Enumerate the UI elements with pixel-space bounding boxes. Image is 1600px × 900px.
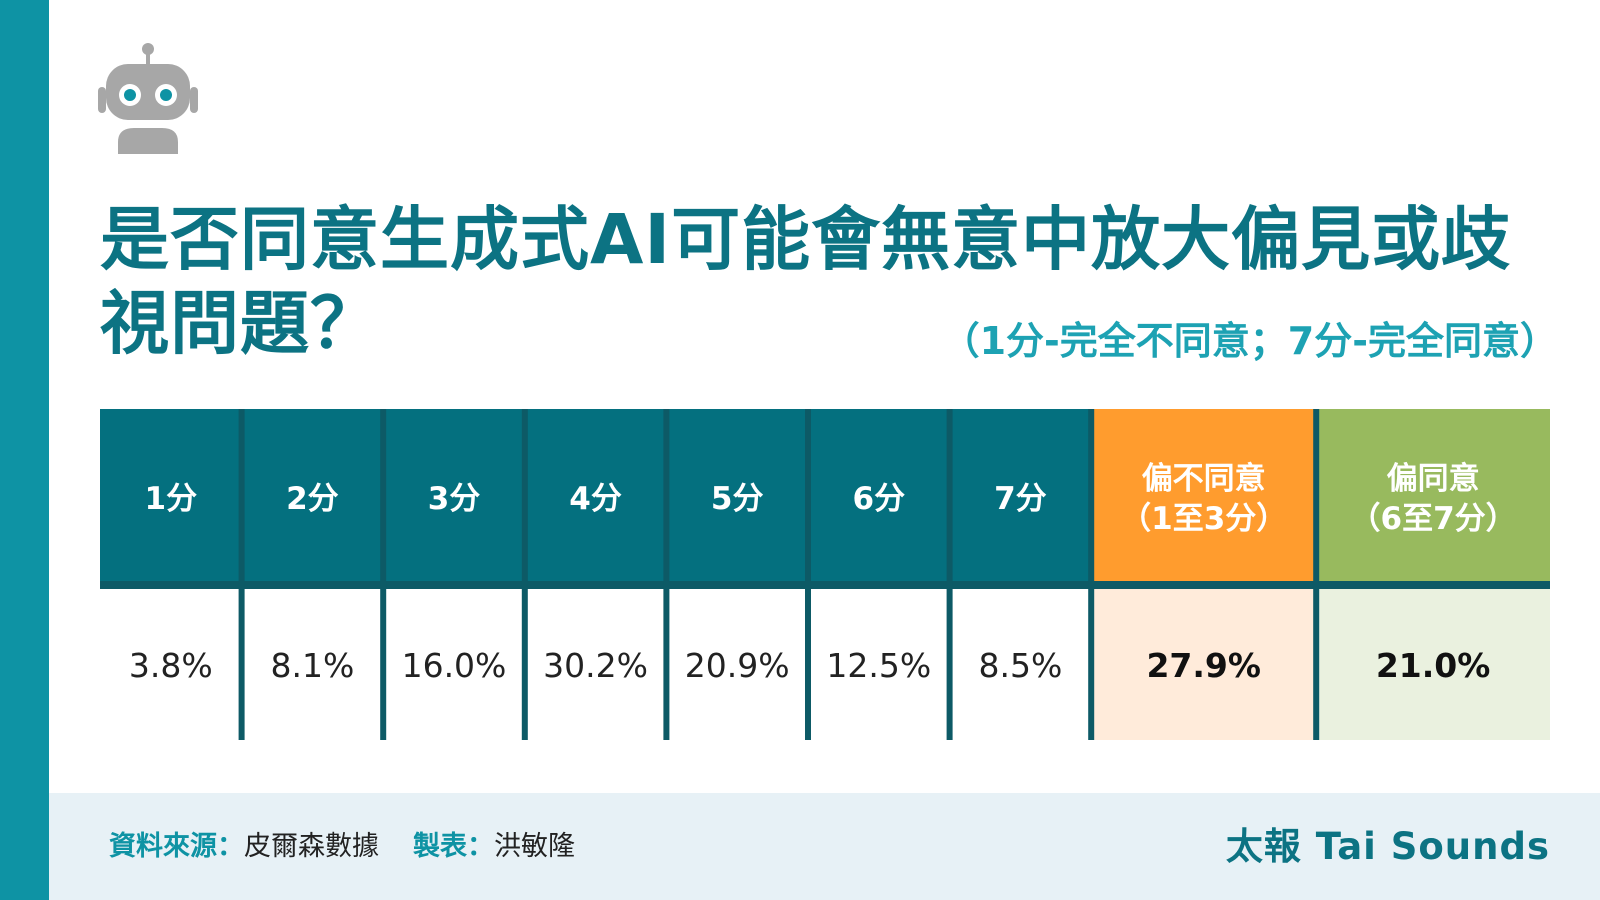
value-cell <box>241 589 384 740</box>
header-divider <box>100 581 1550 589</box>
header-sublabel: （6至7分） <box>1350 501 1517 537</box>
header-cell <box>241 409 384 581</box>
header-cell <box>808 409 950 581</box>
header-cell <box>666 409 808 581</box>
side-accent-bar <box>0 0 49 900</box>
header-cell <box>1316 409 1550 581</box>
value-cell <box>808 589 950 740</box>
cell-value: 12.5% <box>826 646 931 685</box>
cell-value: 3.8% <box>129 646 213 685</box>
footer-bar: 資料來源：皮爾森數據 製表：洪敏隆 太報 Tai Sounds <box>49 793 1600 900</box>
footer-credits: 資料來源：皮爾森數據 製表：洪敏隆 <box>109 793 575 900</box>
cell-value: 21.0% <box>1376 646 1491 685</box>
score-table: 1分 3.8% 2分 8.1% 3分 16.0% 4分 30.2% 5分 20.9% 6分 12.5%… <box>100 409 1550 740</box>
header-label: 3分 <box>428 481 481 517</box>
column-divider <box>380 409 387 740</box>
source-label: 資料來源： <box>109 831 244 862</box>
header-label: 4分 <box>569 481 622 517</box>
header-cell <box>383 409 525 581</box>
cell-value: 8.1% <box>270 646 354 685</box>
value-cell <box>1091 589 1317 740</box>
brand-logo-text: 太報 Tai Sounds <box>1225 825 1550 868</box>
cell-value: 16.0% <box>402 646 507 685</box>
header-label: 偏同意 <box>1387 461 1480 497</box>
maker-label: 製表： <box>413 831 494 862</box>
column-divider <box>663 409 670 740</box>
score-table-svg: 1分 3.8% 2分 8.1% 3分 16.0% 4分 30.2% 5分 20.9% 6分 12.5%… <box>100 409 1550 740</box>
column-divider <box>1088 409 1095 740</box>
cell-value: 27.9% <box>1146 646 1261 685</box>
header-cell <box>1091 409 1317 581</box>
robot-icon <box>98 43 198 154</box>
value-cell <box>949 589 1092 740</box>
value-cell <box>524 589 667 740</box>
header-sublabel: （1至3分） <box>1120 501 1287 537</box>
chart-title: 是否同意生成式AI可能會無意中放大偏見或歧視問題？ <box>100 200 1512 364</box>
value-cell <box>383 589 525 740</box>
maker-value: 洪敏隆 <box>494 831 575 862</box>
header-cell <box>949 409 1092 581</box>
cell-value: 8.5% <box>978 646 1062 685</box>
header-label: 2分 <box>286 481 339 517</box>
value-cell <box>666 589 808 740</box>
value-cell <box>100 589 242 740</box>
header-label: 1分 <box>145 481 198 517</box>
column-divider <box>946 409 953 740</box>
column-divider <box>1313 409 1320 740</box>
cell-value: 30.2% <box>543 646 648 685</box>
value-cell <box>1316 589 1550 740</box>
column-divider <box>238 409 245 740</box>
column-divider <box>521 409 528 740</box>
header-label: 6分 <box>853 481 906 517</box>
header-cell <box>524 409 667 581</box>
header-label: 7分 <box>994 481 1047 517</box>
header-label: 5分 <box>711 481 764 517</box>
scale-subtitle: （1分-完全不同意；7分-完全同意） <box>941 319 1558 363</box>
source-value: 皮爾森數據 <box>244 831 379 862</box>
header-cell <box>100 409 242 581</box>
header-label: 偏不同意 <box>1142 461 1266 497</box>
cell-value: 20.9% <box>685 646 790 685</box>
column-divider <box>805 409 811 740</box>
